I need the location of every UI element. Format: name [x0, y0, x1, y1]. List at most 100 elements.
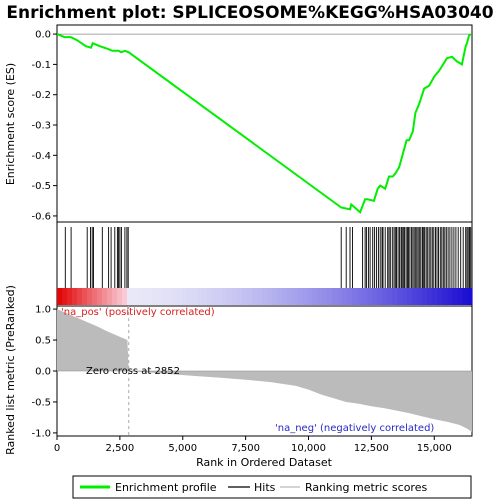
rank-color-cell [257, 288, 263, 305]
rank-color-cell [407, 288, 413, 305]
legend-box [72, 475, 472, 499]
rank-color-cell [247, 288, 253, 305]
rank-color-cell [432, 288, 438, 305]
rank-color-cell [362, 288, 368, 305]
rank-color-cell [147, 288, 153, 305]
rank-color-cell [292, 288, 298, 305]
rank-y-tick-label: 0.5 [35, 336, 51, 347]
rank-color-cell [442, 288, 448, 305]
legend: Enrichment profile Hits Ranking metric s… [72, 475, 472, 499]
rank-color-cell [167, 288, 173, 305]
rank-color-cell [172, 288, 178, 305]
es-ylabel: Enrichment score (ES) [4, 63, 17, 185]
x-tick-label: 10,000 [291, 443, 326, 454]
rank-y-tick-label: -1.0 [31, 428, 51, 439]
legend-label-hits: Hits [254, 481, 276, 494]
rank-y-tick-label: 0.0 [35, 367, 51, 378]
x-tick-label: 2,500 [106, 443, 135, 454]
x-axis-label: Rank in Ordered Dataset [196, 456, 333, 469]
rank-color-cell [192, 288, 198, 305]
rank-color-cell [302, 288, 308, 305]
x-tick-label: 0 [54, 443, 60, 454]
x-tick-label: 5,000 [168, 443, 197, 454]
rank-y-tick-label: 1.0 [35, 305, 51, 316]
chart-title: Enrichment plot: SPLICEOSOME%KEGG%HSA030… [6, 3, 493, 23]
rank-color-cell [322, 288, 328, 305]
rank-color-cell [117, 288, 123, 305]
zero-cross-label: Zero cross at 2852 [86, 366, 180, 377]
es-y-tick-label: -0.2 [31, 90, 51, 101]
rank-color-cell [317, 288, 323, 305]
rank-color-cell [467, 288, 473, 305]
rank-color-cell [327, 288, 333, 305]
rank-color-cell [282, 288, 288, 305]
rank-color-cell [127, 288, 133, 305]
rank-color-cell [277, 288, 283, 305]
rank-color-cell [452, 288, 458, 305]
axis-layer: 0.0 -0.1 -0.2 -0.3 -0.4 -0.5 -0.6 1.0 0.5 0.0 -0.5… [31, 30, 451, 454]
rank-color-cell [367, 288, 373, 305]
rank-color-cell [197, 288, 203, 305]
rank-color-cell [187, 288, 193, 305]
rank-color-cell [337, 288, 343, 305]
rank-color-cell [297, 288, 303, 305]
es-layer [56, 33, 472, 215]
rank-color-cell [152, 288, 158, 305]
rank-color-cell [107, 288, 113, 305]
rank-color-cell [77, 288, 83, 305]
rank-color-cell [177, 288, 183, 305]
rank-color-cell [202, 288, 208, 305]
es-y-tick-label: -0.5 [31, 181, 51, 192]
rank-color-cell [377, 288, 383, 305]
rank-color-cell [392, 288, 398, 305]
rank-color-cell [417, 288, 423, 305]
rank-color-cell [287, 288, 293, 305]
ranking-metric-area [57, 309, 472, 432]
es-y-tick-label: -0.3 [31, 121, 51, 132]
rank-color-cell [387, 288, 393, 305]
rank-color-cell [427, 288, 433, 305]
rank-color-cell [242, 288, 248, 305]
rank-color-cell [142, 288, 148, 305]
rank-color-cell [157, 288, 163, 305]
pos-correlated-label: 'na_pos' (positively correlated) [61, 307, 215, 318]
rank-color-cell [162, 288, 168, 305]
rank-color-cell [262, 288, 268, 305]
rank-color-cell [437, 288, 443, 305]
rank-color-cell [212, 288, 218, 305]
rank-color-cell [342, 288, 348, 305]
rank-color-cell [97, 288, 103, 305]
rank-color-cell [222, 288, 228, 305]
rank-color-cell [67, 288, 73, 305]
rank-color-cell [357, 288, 363, 305]
rank-color-cell [207, 288, 213, 305]
rank-color-cell [422, 288, 428, 305]
rank-color-cell [462, 288, 468, 305]
es-y-tick-label: 0.0 [35, 30, 51, 41]
rank-color-cell [447, 288, 453, 305]
rank-color-cell [57, 288, 63, 305]
rank-color-cell [352, 288, 358, 305]
rank-layer [57, 306, 472, 436]
rank-color-cell [137, 288, 143, 305]
rank-color-cell [402, 288, 408, 305]
rank-color-cell [332, 288, 338, 305]
rank-color-cell [232, 288, 238, 305]
rank-color-cell [252, 288, 258, 305]
rank-color-cell [102, 288, 108, 305]
rank-color-cell [182, 288, 188, 305]
hits-layer [57, 227, 473, 305]
rank-color-cell [132, 288, 138, 305]
rank-color-cell [382, 288, 388, 305]
rank-color-cell [397, 288, 403, 305]
rank-color-cell [412, 288, 418, 305]
rank-color-cell [217, 288, 223, 305]
rank-color-cell [457, 288, 463, 305]
rank-color-cell [372, 288, 378, 305]
es-y-tick-label: -0.1 [31, 60, 51, 71]
rank-color-cell [227, 288, 233, 305]
neg-correlated-label: 'na_neg' (negatively correlated) [275, 423, 434, 434]
enrichment-profile-line [56, 33, 472, 215]
rank-color-cell [82, 288, 88, 305]
rank-color-cell [312, 288, 318, 305]
